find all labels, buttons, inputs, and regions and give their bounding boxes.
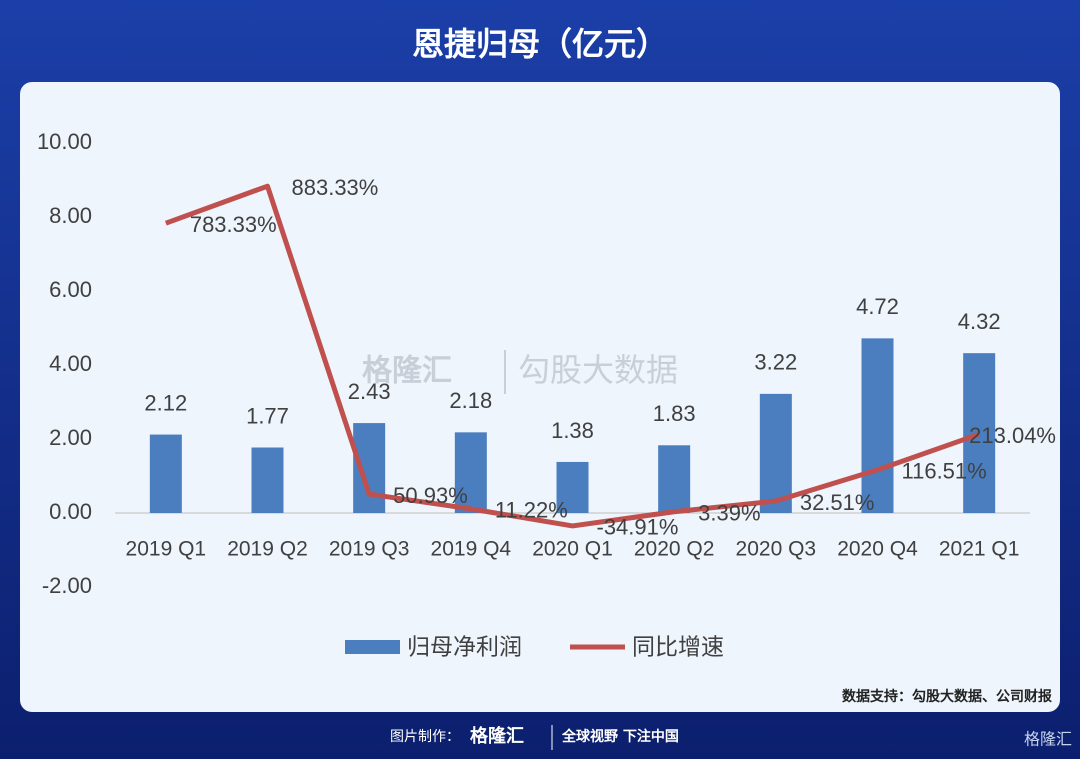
bar-value-label: 4.72	[856, 294, 899, 319]
bar	[454, 432, 487, 513]
watermark: 勾股大数据	[518, 351, 678, 389]
plot: -2.00 0.00 2.00 4.00 6.00 8.00 10.00 2019 Q1 201…	[37, 129, 1056, 661]
legend-swatch	[345, 640, 400, 654]
footer-slogan: 全球视野 下注中国	[561, 728, 679, 745]
watermark: 格隆汇	[362, 354, 452, 389]
bar-value-label: 2.43	[348, 379, 391, 404]
line-value-label: 883.33%	[292, 175, 379, 200]
x-tick-label: 2019 Q4	[431, 538, 512, 561]
bar-value-label: 2.18	[449, 388, 492, 413]
bar-value-label: 4.32	[958, 309, 1001, 334]
bar	[963, 353, 996, 513]
y-tick-label: 10.00	[37, 129, 92, 154]
bar	[861, 338, 894, 513]
source: 数据支持：勾股大数据、公司财报	[842, 688, 1052, 705]
y-tick-label: 8.00	[49, 203, 92, 228]
line-value-label: -34.91%	[597, 515, 679, 540]
line-value-label: 32.51%	[800, 490, 875, 515]
y-tick-label: 6.00	[49, 277, 92, 302]
y-tick-label: 4.00	[49, 351, 92, 376]
bar-value-label: 2.12	[144, 390, 187, 415]
x-tick-label: 2020 Q2	[634, 538, 715, 561]
x-tick-label: 2021 Q1	[939, 538, 1020, 561]
bar-value-label: 3.22	[754, 350, 797, 375]
bar-value-label: 1.38	[551, 418, 594, 443]
bar-value-label: 1.77	[246, 403, 289, 428]
bar-value-label: 1.83	[653, 401, 696, 426]
bar	[658, 445, 691, 513]
bar	[556, 461, 589, 513]
legend-label: 同比增速	[632, 635, 724, 661]
line-value-label: 3.39%	[698, 501, 760, 526]
line-value-label: 11.22%	[495, 498, 568, 523]
line-value-label: 116.51%	[902, 459, 987, 484]
corner-brand: 格隆汇	[1024, 730, 1072, 749]
y-tick-label: 0.00	[49, 499, 92, 524]
panel	[20, 82, 1060, 712]
legend-label: 归母净利润	[407, 635, 522, 661]
x-tick-label: 2020 Q1	[532, 538, 613, 561]
x-tick-label: 2019 Q3	[329, 538, 410, 561]
chart-title: 恩捷归母（亿元）	[412, 25, 668, 63]
x-tick-label: 2020 Q4	[837, 538, 918, 561]
x-tick-label: 2019 Q1	[126, 538, 207, 561]
line-value-label: 213.04%	[969, 423, 1056, 448]
bar	[759, 393, 792, 513]
y-tick-label: 2.00	[49, 425, 92, 450]
x-tick-label: 2020 Q3	[736, 538, 817, 561]
bar	[251, 447, 284, 513]
line	[164, 183, 980, 529]
y-tick-label: -2.00	[42, 573, 92, 598]
x-tick-label: 2019 Q2	[227, 538, 308, 561]
bar	[149, 434, 182, 513]
line-value-label: 50.93%	[393, 483, 468, 508]
footer-label: 图片制作：	[390, 729, 460, 745]
footer-brand: 格隆汇	[470, 725, 524, 747]
line-value-label: 783.33%	[190, 212, 277, 237]
